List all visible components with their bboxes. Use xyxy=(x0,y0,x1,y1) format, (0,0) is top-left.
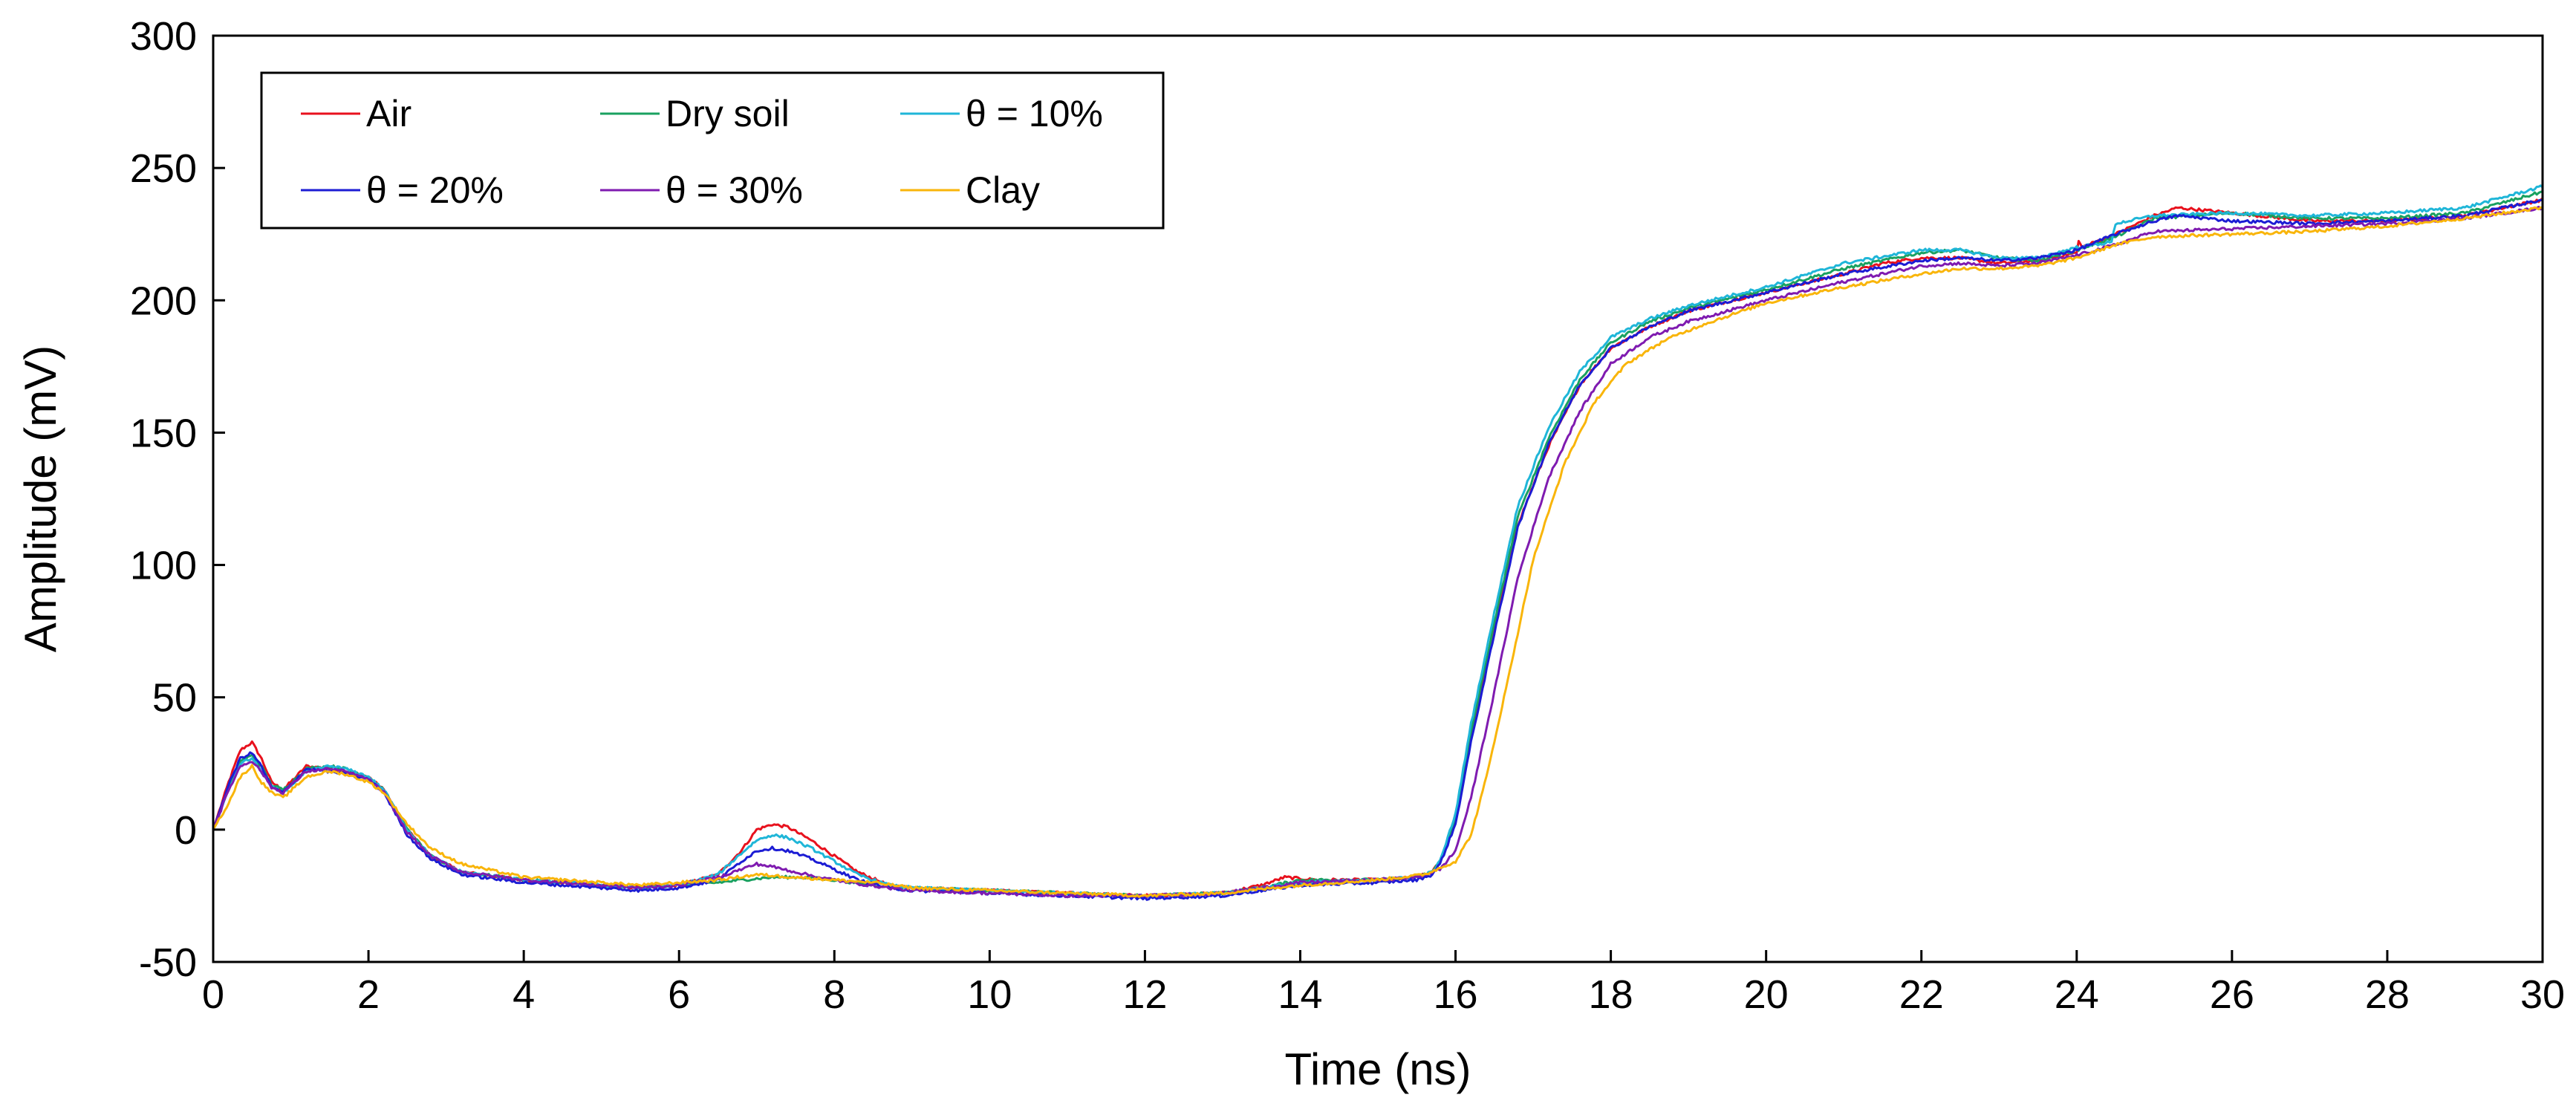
y-tick-label: -50 xyxy=(139,940,197,985)
legend-item-30-label: θ = 30% xyxy=(666,169,803,211)
x-tick-label: 0 xyxy=(202,972,224,1017)
x-tick-label: 8 xyxy=(823,972,845,1017)
y-tick-label: 50 xyxy=(152,676,197,721)
series-dry-soil-line xyxy=(212,190,2543,898)
x-tick-label: 12 xyxy=(1122,972,1167,1017)
series-layer xyxy=(212,184,2544,901)
series-air-line xyxy=(212,197,2543,899)
x-tick-label: 28 xyxy=(2365,972,2410,1017)
legend-box xyxy=(260,71,1165,230)
plot-area-frame xyxy=(212,34,2544,963)
y-tick-label: 100 xyxy=(130,544,197,588)
y-tick-label: 300 xyxy=(130,14,197,59)
y-axis-title: Amplitude (mV) xyxy=(16,345,65,652)
series-clay-line xyxy=(212,206,2543,898)
legend-item-clay-label: Clay xyxy=(966,169,1040,211)
x-tick-label: 10 xyxy=(967,972,1012,1017)
y-tick-label: 200 xyxy=(130,279,197,323)
x-tick-label: 24 xyxy=(2055,972,2099,1017)
x-tick-label: 26 xyxy=(2210,972,2254,1017)
x-tick-label: 22 xyxy=(1899,972,1944,1017)
x-tick-label: 30 xyxy=(2520,972,2565,1017)
legend-item-20-label: θ = 20% xyxy=(366,169,504,211)
x-tick-label: 16 xyxy=(1433,972,1477,1017)
x-axis-title: Time (ns) xyxy=(1284,1044,1471,1094)
x-tick-label: 6 xyxy=(668,972,690,1017)
series-20-line xyxy=(212,198,2543,901)
x-tick-label: 4 xyxy=(513,972,535,1017)
series-10-line xyxy=(212,184,2544,899)
x-tick-label: 14 xyxy=(1278,972,1322,1017)
y-tick-label: 150 xyxy=(130,411,197,455)
x-tick-label: 20 xyxy=(1744,972,1789,1017)
x-tick-label: 2 xyxy=(357,972,380,1017)
y-tick-label: 250 xyxy=(130,146,197,191)
x-tick-label: 18 xyxy=(1589,972,1633,1017)
legend-item-dry-soil-label: Dry soil xyxy=(666,93,790,134)
legend-item-air-label: Air xyxy=(366,93,412,134)
legend: Air Dry soil θ = 10% θ = 20% θ = 30% Clay xyxy=(260,71,1165,230)
legend-item-10-label: θ = 10% xyxy=(966,93,1103,134)
series-30-line xyxy=(212,206,2543,899)
y-tick-label: 0 xyxy=(175,808,197,853)
axes-layer: 0 2 4 6 8 10 12 14 16 18 20 22 24 26 28 30-500501001502… xyxy=(16,14,2565,1094)
